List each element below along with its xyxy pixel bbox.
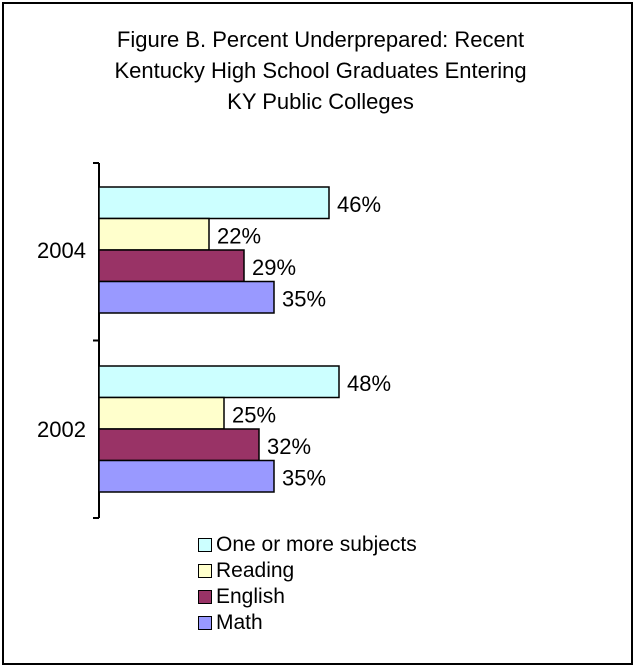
chart-title-line-2: Kentucky High School Graduates Entering	[114, 58, 527, 83]
data-label: 25%	[232, 402, 276, 427]
data-label: 46%	[337, 192, 381, 217]
legend-swatch	[198, 616, 212, 630]
bar	[98, 280, 275, 314]
legend-item: Math	[198, 610, 417, 636]
category-label: 2004	[37, 238, 86, 263]
bar	[98, 428, 260, 462]
data-label: 35%	[282, 286, 326, 311]
data-label: 22%	[217, 223, 261, 248]
legend-item: Reading	[198, 558, 417, 584]
legend-swatch	[198, 538, 212, 552]
bar	[98, 217, 210, 251]
bar	[98, 249, 245, 283]
bar	[98, 396, 225, 430]
chart-title-line-1: Figure B. Percent Underprepared: Recent	[116, 27, 525, 52]
legend-item: One or more subjects	[198, 532, 417, 558]
legend-item: English	[198, 584, 417, 610]
data-label: 29%	[252, 255, 296, 280]
data-label: 32%	[267, 434, 311, 459]
legend-swatch	[198, 564, 212, 578]
chart-title-line-3: KY Public Colleges	[227, 89, 414, 114]
chart-legend: One or more subjects Reading English Math	[198, 532, 417, 636]
bar	[98, 459, 275, 493]
legend-swatch	[198, 590, 212, 604]
data-label: 48%	[347, 371, 391, 396]
category-label: 2002	[37, 417, 86, 442]
legend-label: Math	[216, 611, 263, 634]
bar	[98, 365, 340, 399]
bar	[98, 186, 330, 220]
legend-label: English	[216, 585, 285, 608]
data-label: 35%	[282, 465, 326, 490]
legend-label: Reading	[216, 559, 295, 582]
chart-title: Figure B. Percent Underprepared: Recent …	[4, 24, 637, 117]
legend-label: One or more subjects	[216, 533, 417, 556]
